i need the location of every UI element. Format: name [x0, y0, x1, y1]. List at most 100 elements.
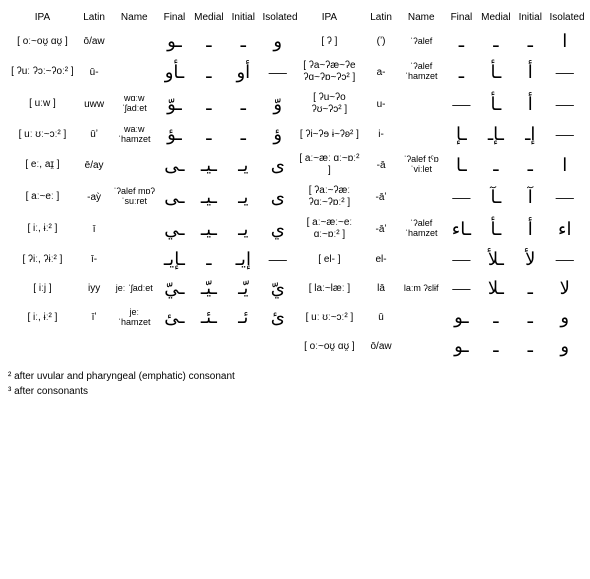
cell-l_medial: ـ: [192, 27, 226, 56]
cell-r_latin: (ʼ): [364, 27, 398, 56]
cell-l_name: ˈʔalef mɒʔˈsuːret: [111, 181, 157, 213]
cell-r_initial: أ: [513, 56, 547, 88]
table-row: [ oː~oʊ̯ ɑʊ̯ ]ō/awـوــو[ ʔ ](ʼ)ˈʔalefـــ…: [8, 27, 582, 56]
cell-l_final: ـيّ: [157, 274, 191, 303]
cell-l_final: ـى: [157, 181, 191, 213]
table-row: [ iː, ɨː² ]īـيـيـيـي[ aː~æː~eː ɑː~ɒː² ]-…: [8, 213, 582, 245]
header-row: IPA Latin Name Final Medial Initial Isol…: [8, 8, 582, 27]
cell-r_final: ـ: [444, 56, 478, 88]
col-isolated-l: Isolated: [261, 8, 295, 27]
table-row: [ iː, ɨː² ]īʼjeː ˈhamzetـئـئـئـئ[ uː ʊː~…: [8, 303, 582, 332]
cell-r_name: laːm ʔɛlɨf: [398, 274, 444, 303]
cell-l_latin: uww: [77, 88, 111, 120]
cell-r_isolated: و: [548, 303, 583, 332]
cell-l_medial: [192, 332, 226, 361]
cell-r_final: ـ: [444, 27, 478, 56]
cell-r_latin: ū: [364, 303, 398, 332]
cell-l_ipa: [ iːj ]: [8, 274, 77, 303]
cell-l_latin: [77, 332, 111, 361]
cell-l_initial: يـ: [226, 181, 260, 213]
cell-l_final: ـى: [157, 149, 191, 181]
cell-r_latin: a-: [364, 56, 398, 88]
cell-r_name: ˈʔalef ˈhamzet: [398, 213, 444, 245]
cell-l_initial: إيـ: [226, 245, 260, 274]
cell-l_ipa: [ ʔiː, ʔɨː² ]: [8, 245, 77, 274]
cell-r_ipa: [ ʔu~ʔo ʔʊ~ʔɔ² ]: [295, 88, 364, 120]
cell-l_name: [111, 213, 157, 245]
cell-r_isolated: —: [548, 245, 583, 274]
cell-l_latin: -aỳ: [77, 181, 111, 213]
cell-l_medial: ـ: [192, 88, 226, 120]
cell-r_final: ـو: [444, 332, 478, 361]
cell-r_final: ـإ: [444, 120, 478, 149]
cell-r_ipa: [ ʔaː~ʔæː ʔɑː~ʔɒː² ]: [295, 181, 364, 213]
cell-l_isolated: ئ: [261, 303, 295, 332]
cell-l_ipa: [ iː, ɨː² ]: [8, 303, 77, 332]
col-initial-r: Initial: [513, 8, 547, 27]
cell-l_ipa: [8, 332, 77, 361]
cell-l_isolated: —: [261, 245, 295, 274]
cell-r_isolated: —: [548, 120, 583, 149]
cell-l_initial: يـ: [226, 149, 260, 181]
cell-r_name: [398, 181, 444, 213]
cell-r_latin: -ā: [364, 149, 398, 181]
cell-l_final: ـوّ: [157, 88, 191, 120]
cell-r_ipa: [ ʔi~ʔɘ ɨ~ʔʚ² ]: [295, 120, 364, 149]
cell-l_medial: ـئـ: [192, 303, 226, 332]
cell-r_name: ˈʔalef tˤɒˈviːlet: [398, 149, 444, 181]
cell-l_name: [111, 27, 157, 56]
cell-l_isolated: ى: [261, 181, 295, 213]
col-latin-r: Latin: [364, 8, 398, 27]
cell-l_final: ـأو: [157, 56, 191, 88]
cell-l_final: ـي: [157, 213, 191, 245]
footnotes: ² after uvular and pharyngeal (emphatic)…: [8, 371, 582, 397]
col-latin-l: Latin: [77, 8, 111, 27]
cell-r_isolated: و: [548, 332, 583, 361]
cell-r_latin: el-: [364, 245, 398, 274]
cell-l_final: [157, 332, 191, 361]
cell-l_final: ـؤ: [157, 120, 191, 149]
cell-l_final: ـو: [157, 27, 191, 56]
cell-r_initial: إـ: [513, 120, 547, 149]
table-row: [ uː ʊː~ɔː² ]ūʼwaːw ˈhamzetـؤــؤ[ ʔi~ʔɘ …: [8, 120, 582, 149]
cell-r_initial: ـ: [513, 303, 547, 332]
table-row: [ ʔuː ʔɔː~ʔoː² ]ū-ـأوـأو—[ ʔa~ʔæ~ʔe ʔɑ~ʔ…: [8, 56, 582, 88]
cell-r_ipa: [ oː~oʊ̯ ɑʊ̯ ]: [295, 332, 364, 361]
cell-l_name: jeː ˈhamzet: [111, 303, 157, 332]
cell-r_ipa: [ laː~læː ]: [295, 274, 364, 303]
cell-l_isolated: ى: [261, 149, 295, 181]
cell-r_medial: ـأ: [479, 88, 513, 120]
cell-l_initial: ـ: [226, 88, 260, 120]
cell-l_isolated: وّ: [261, 88, 295, 120]
cell-r_name: ˈʔalef: [398, 27, 444, 56]
cell-r_initial: أ: [513, 88, 547, 120]
cell-r_isolated: لا: [548, 274, 583, 303]
cell-l_ipa: [ uːw ]: [8, 88, 77, 120]
cell-l_name: [111, 245, 157, 274]
cell-r_ipa: [ aː~æː~eː ɑː~ɒː² ]: [295, 213, 364, 245]
col-name-r: Name: [398, 8, 444, 27]
cell-r_medial: ـإـ: [479, 120, 513, 149]
cell-l_isolated: و: [261, 27, 295, 56]
cell-r_initial: ـ: [513, 332, 547, 361]
cell-l_name: [111, 56, 157, 88]
cell-r_name: [398, 120, 444, 149]
cell-l_ipa: [ oː~oʊ̯ ɑʊ̯ ]: [8, 27, 77, 56]
cell-r_isolated: اء: [548, 213, 583, 245]
cell-l_medial: ـ: [192, 120, 226, 149]
cell-r_latin: u-: [364, 88, 398, 120]
cell-r_medial: ـآ: [479, 181, 513, 213]
cell-r_latin: ō/aw: [364, 332, 398, 361]
col-medial-r: Medial: [479, 8, 513, 27]
table-row: [ oː~oʊ̯ ɑʊ̯ ]ō/awـوــو: [8, 332, 582, 361]
cell-r_latin: -āʼ: [364, 181, 398, 213]
table-row: [ ʔiː, ʔɨː² ]ī-ـإيــإيـ—[ el- ]el-—ـلألأ…: [8, 245, 582, 274]
col-final-l: Final: [157, 8, 191, 27]
cell-r_name: ˈʔalef ˈhamzet: [398, 56, 444, 88]
cell-l_ipa: [ iː, ɨː² ]: [8, 213, 77, 245]
cell-l_initial: ئـ: [226, 303, 260, 332]
cell-r_ipa: [ ʔ ]: [295, 27, 364, 56]
cell-r_final: —: [444, 181, 478, 213]
cell-r_isolated: —: [548, 88, 583, 120]
cell-l_ipa: [ eː, aɪ̯ ]: [8, 149, 77, 181]
